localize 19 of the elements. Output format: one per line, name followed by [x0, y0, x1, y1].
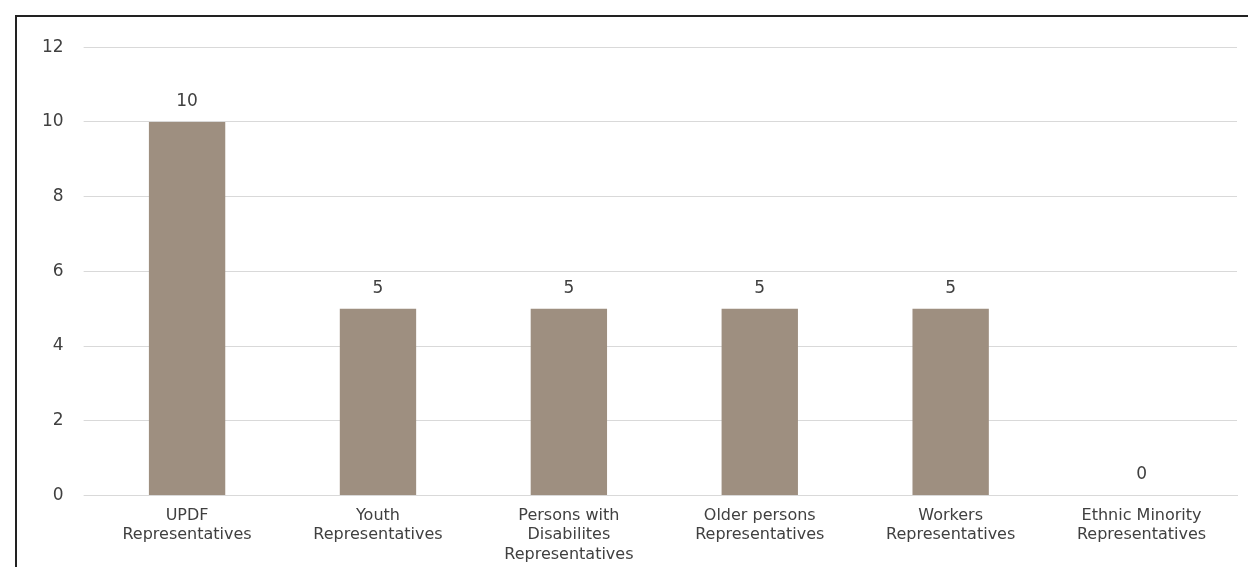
data-label: 0: [1136, 463, 1147, 484]
x-tick-label: Ethnic Minority Representatives: [1076, 505, 1207, 544]
y-tick-label: 4: [52, 334, 64, 355]
x-tick-label: Workers Representatives: [886, 505, 1016, 544]
x-tick-label: Persons with Disabilites Representatives: [504, 505, 634, 563]
y-tick-label: 0: [52, 483, 64, 504]
x-tick-label: UPDF Representatives: [122, 505, 252, 544]
data-label: 5: [945, 276, 957, 297]
x-tick-label: Older persons Representatives: [695, 505, 825, 544]
data-label: 5: [563, 276, 575, 297]
y-tick-label: 6: [52, 259, 64, 280]
y-tick-label: 10: [41, 110, 64, 131]
y-tick-label: 8: [52, 185, 64, 206]
y-tick-label: 2: [52, 409, 64, 430]
y-tick-label: 12: [41, 35, 64, 56]
data-label: 5: [754, 276, 766, 297]
x-tick-label: Youth Representatives: [313, 505, 443, 544]
data-label: 5: [372, 276, 384, 297]
data-label: 10: [176, 89, 198, 110]
